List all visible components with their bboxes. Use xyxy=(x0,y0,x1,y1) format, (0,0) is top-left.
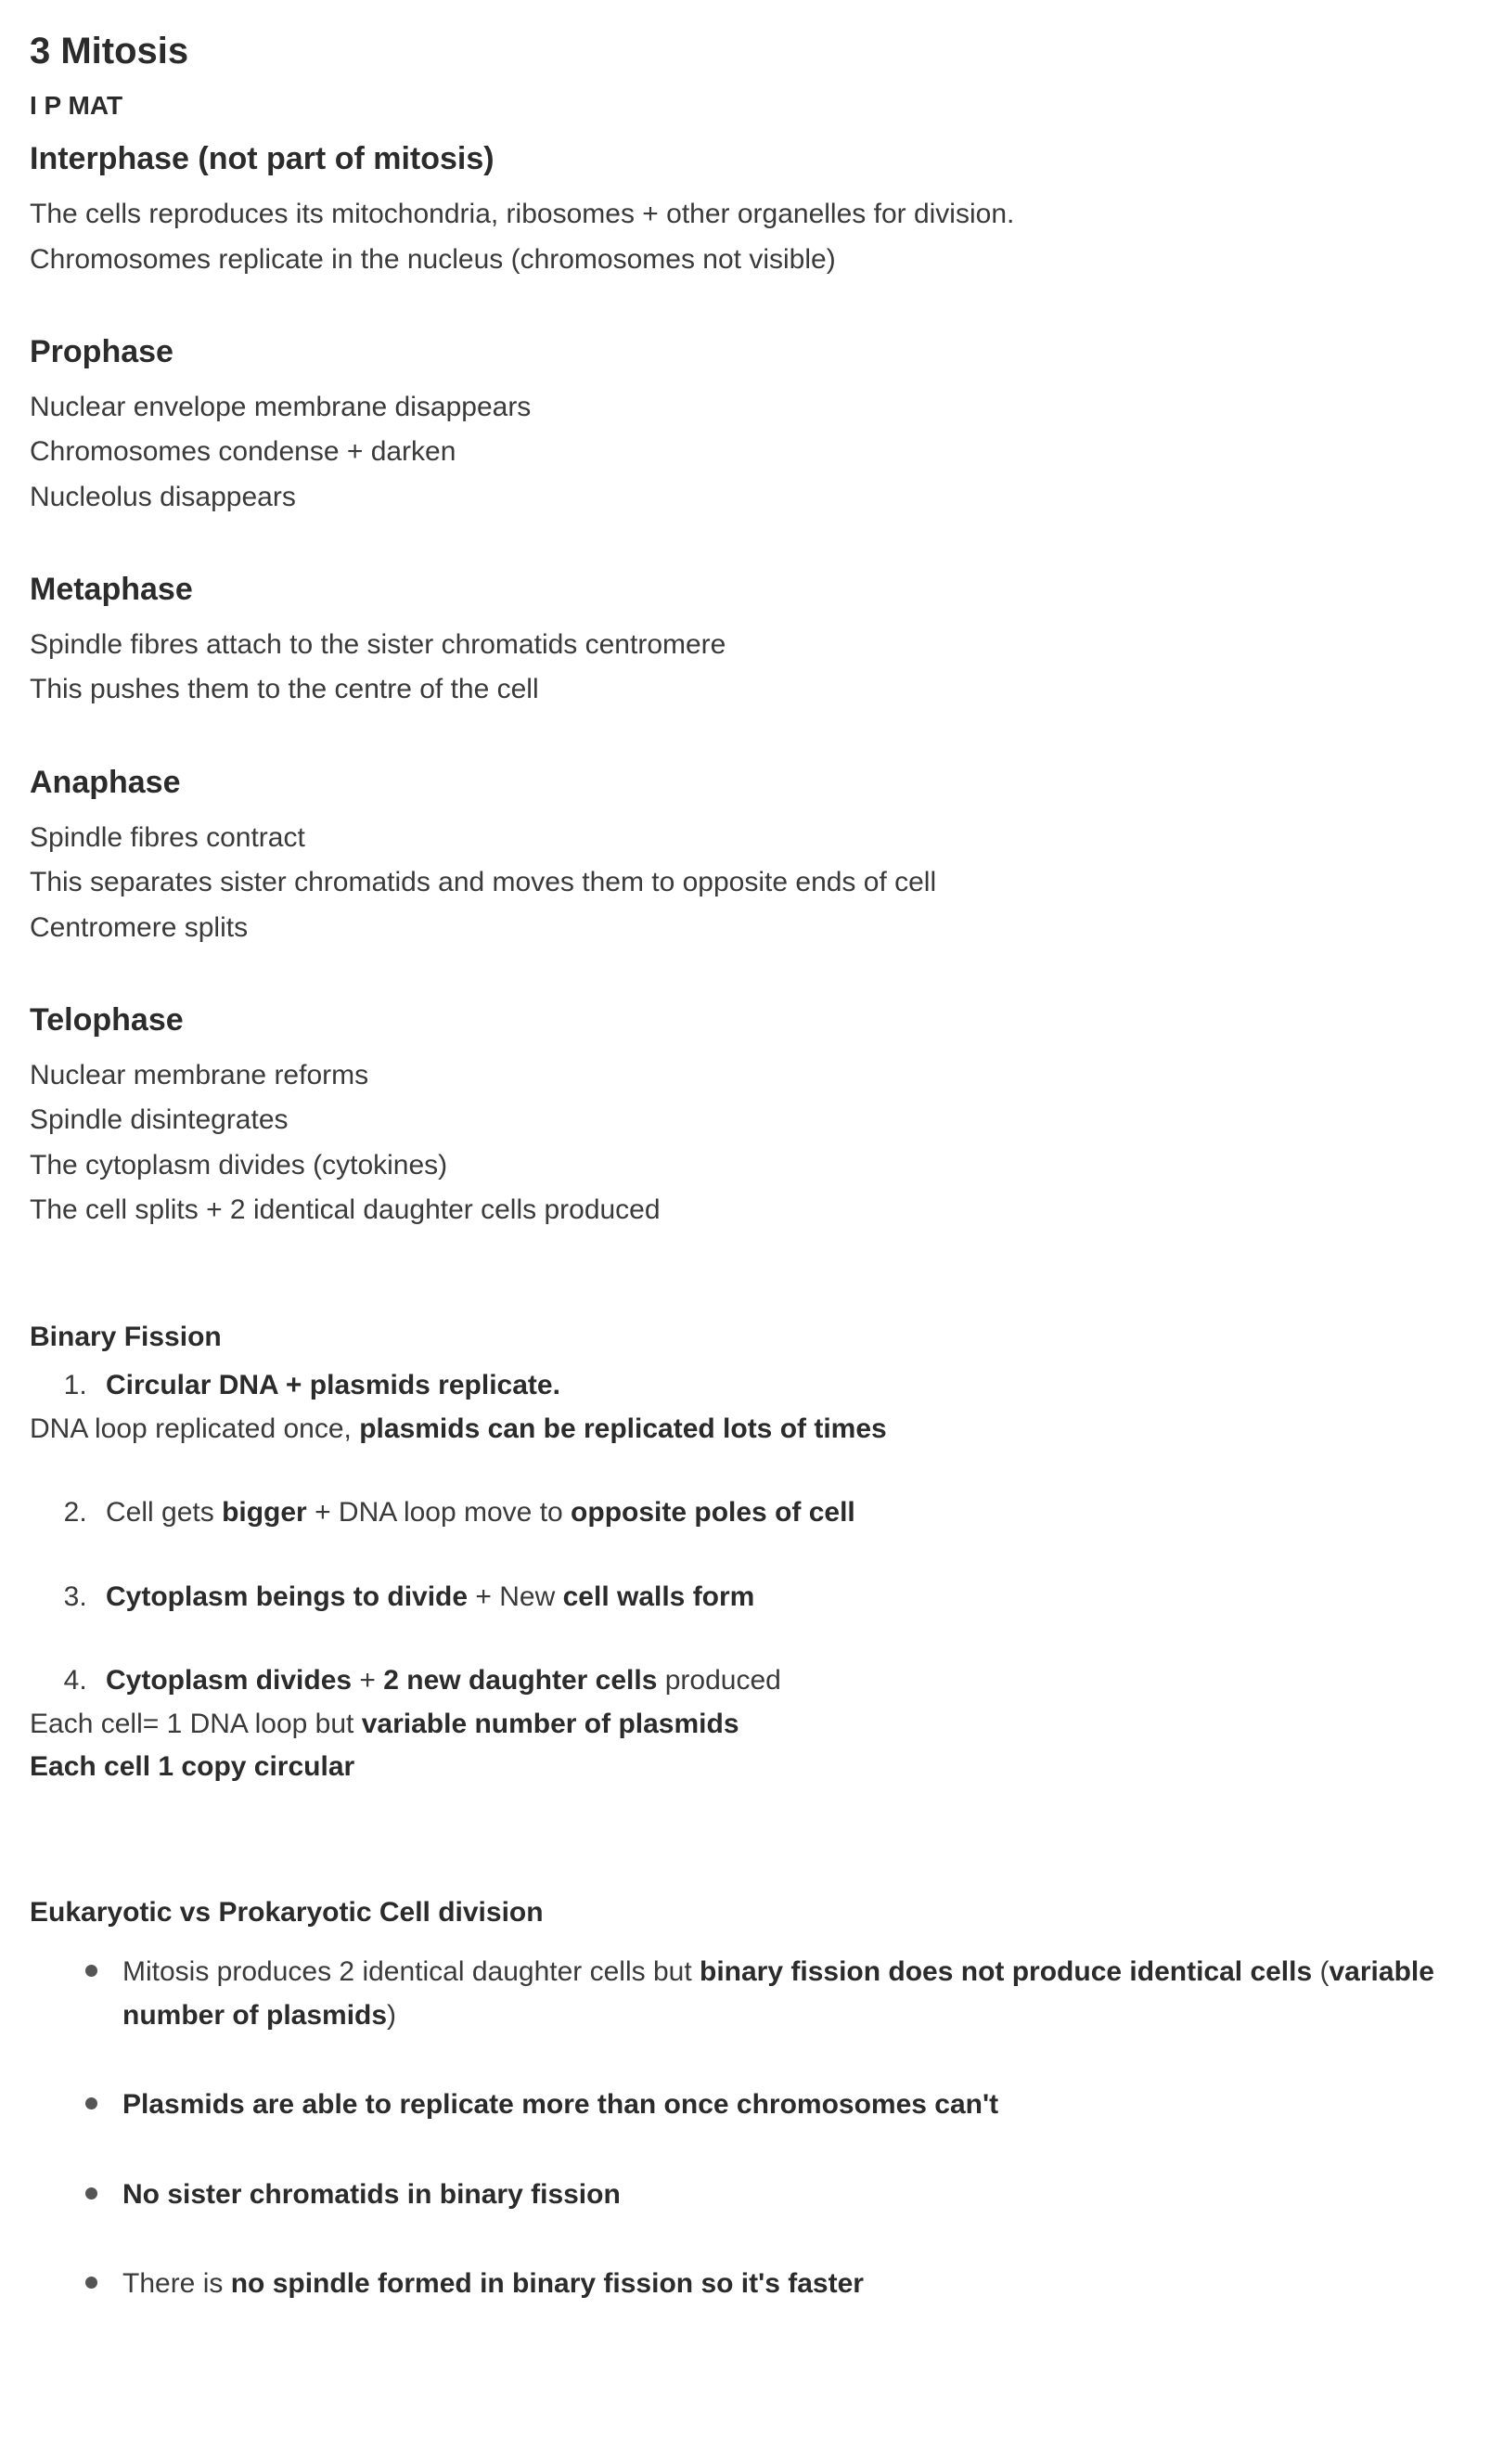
bold-text: plasmids can be replicated lots of times xyxy=(359,1413,887,1444)
list-item: Plasmids are able to replicate more than… xyxy=(95,2083,1473,2127)
heading-anaphase: Anaphase xyxy=(30,758,1473,807)
heading-prophase: Prophase xyxy=(30,328,1473,377)
bold-text: variable number of plasmids xyxy=(362,1709,739,1739)
body-text: The cells reproduces its mitochondria, r… xyxy=(30,193,1473,237)
body-text: Spindle fibres contract xyxy=(30,817,1473,860)
body-text: Nuclear envelope membrane disappears xyxy=(30,386,1473,430)
bold-text: Each cell 1 copy circular xyxy=(30,1751,354,1782)
list-item: Cell gets bigger + DNA loop move to oppo… xyxy=(95,1491,1473,1535)
text-run: Mitosis produces 2 identical daughter ce… xyxy=(122,1956,700,1987)
heading-telophase: Telophase xyxy=(30,996,1473,1045)
text-run: ( xyxy=(1312,1956,1329,1987)
mnemonic-line: I P MAT xyxy=(30,85,1473,125)
binary-fission-list: Circular DNA + plasmids replicate. xyxy=(30,1364,1473,1408)
list-item: Cytoplasm beings to divide + New cell wa… xyxy=(95,1576,1473,1619)
text-run: + New xyxy=(468,1581,563,1612)
body-text: Nuclear membrane reforms xyxy=(30,1054,1473,1098)
bold-text: cell walls form xyxy=(563,1581,755,1612)
list-item: Circular DNA + plasmids replicate. xyxy=(95,1364,1473,1408)
body-text: This separates sister chromatids and mov… xyxy=(30,861,1473,905)
bold-text: binary fission does not produce identica… xyxy=(700,1956,1312,1987)
body-text: Nucleolus disappears xyxy=(30,476,1473,520)
bold-text: Cytoplasm beings to divide xyxy=(106,1581,468,1612)
heading-metaphase: Metaphase xyxy=(30,565,1473,614)
body-text: Spindle fibres attach to the sister chro… xyxy=(30,624,1473,667)
heading-binary-fission: Binary Fission xyxy=(30,1316,1473,1360)
bold-text: bigger xyxy=(222,1497,307,1528)
text-run: + DNA loop move to xyxy=(307,1497,571,1528)
bold-text: No sister chromatids in binary fission xyxy=(122,2179,621,2210)
body-text: Chromosomes replicate in the nucleus (ch… xyxy=(30,239,1473,282)
bold-text: 2 new daughter cells xyxy=(383,1665,657,1696)
body-text: This pushes them to the centre of the ce… xyxy=(30,668,1473,712)
page-title: 3 Mitosis xyxy=(30,22,1473,80)
continuation-text: Each cell 1 copy circular xyxy=(30,1746,1473,1789)
body-text: Chromosomes condense + darken xyxy=(30,431,1473,474)
heading-interphase: Interphase (not part of mitosis) xyxy=(30,135,1473,184)
heading-comparison: Eukaryotic vs Prokaryotic Cell division xyxy=(30,1891,1473,1935)
bold-text: opposite poles of cell xyxy=(571,1497,855,1528)
text-run: produced xyxy=(657,1665,780,1696)
comparison-list: Mitosis produces 2 identical daughter ce… xyxy=(30,1951,1473,2306)
bold-text: Plasmids are able to replicate more than… xyxy=(122,2089,998,2120)
list-item: Mitosis produces 2 identical daughter ce… xyxy=(95,1951,1473,2037)
bold-text: no spindle formed in binary fission so i… xyxy=(231,2268,864,2299)
list-item: No sister chromatids in binary fission xyxy=(95,2174,1473,2217)
text-run: Each cell= 1 DNA loop but xyxy=(30,1709,362,1739)
binary-fission-list: Cell gets bigger + DNA loop move to oppo… xyxy=(30,1491,1473,1703)
body-text: The cell splits + 2 identical daughter c… xyxy=(30,1189,1473,1232)
continuation-text: Each cell= 1 DNA loop but variable numbe… xyxy=(30,1703,1473,1747)
bold-text: Circular DNA + plasmids replicate. xyxy=(106,1370,560,1400)
text-run: DNA loop replicated once, xyxy=(30,1413,359,1444)
body-text: The cytoplasm divides (cytokines) xyxy=(30,1144,1473,1188)
text-run: ) xyxy=(387,2000,396,2031)
text-run: + xyxy=(352,1665,383,1696)
list-item: Cytoplasm divides + 2 new daughter cells… xyxy=(95,1659,1473,1703)
body-text: Spindle disintegrates xyxy=(30,1099,1473,1142)
text-run: Cell gets xyxy=(106,1497,222,1528)
text-run: There is xyxy=(122,2268,231,2299)
continuation-text: DNA loop replicated once, plasmids can b… xyxy=(30,1408,1473,1451)
bold-text: Cytoplasm divides xyxy=(106,1665,352,1696)
body-text: Centromere splits xyxy=(30,907,1473,950)
list-item: There is no spindle formed in binary fis… xyxy=(95,2263,1473,2306)
